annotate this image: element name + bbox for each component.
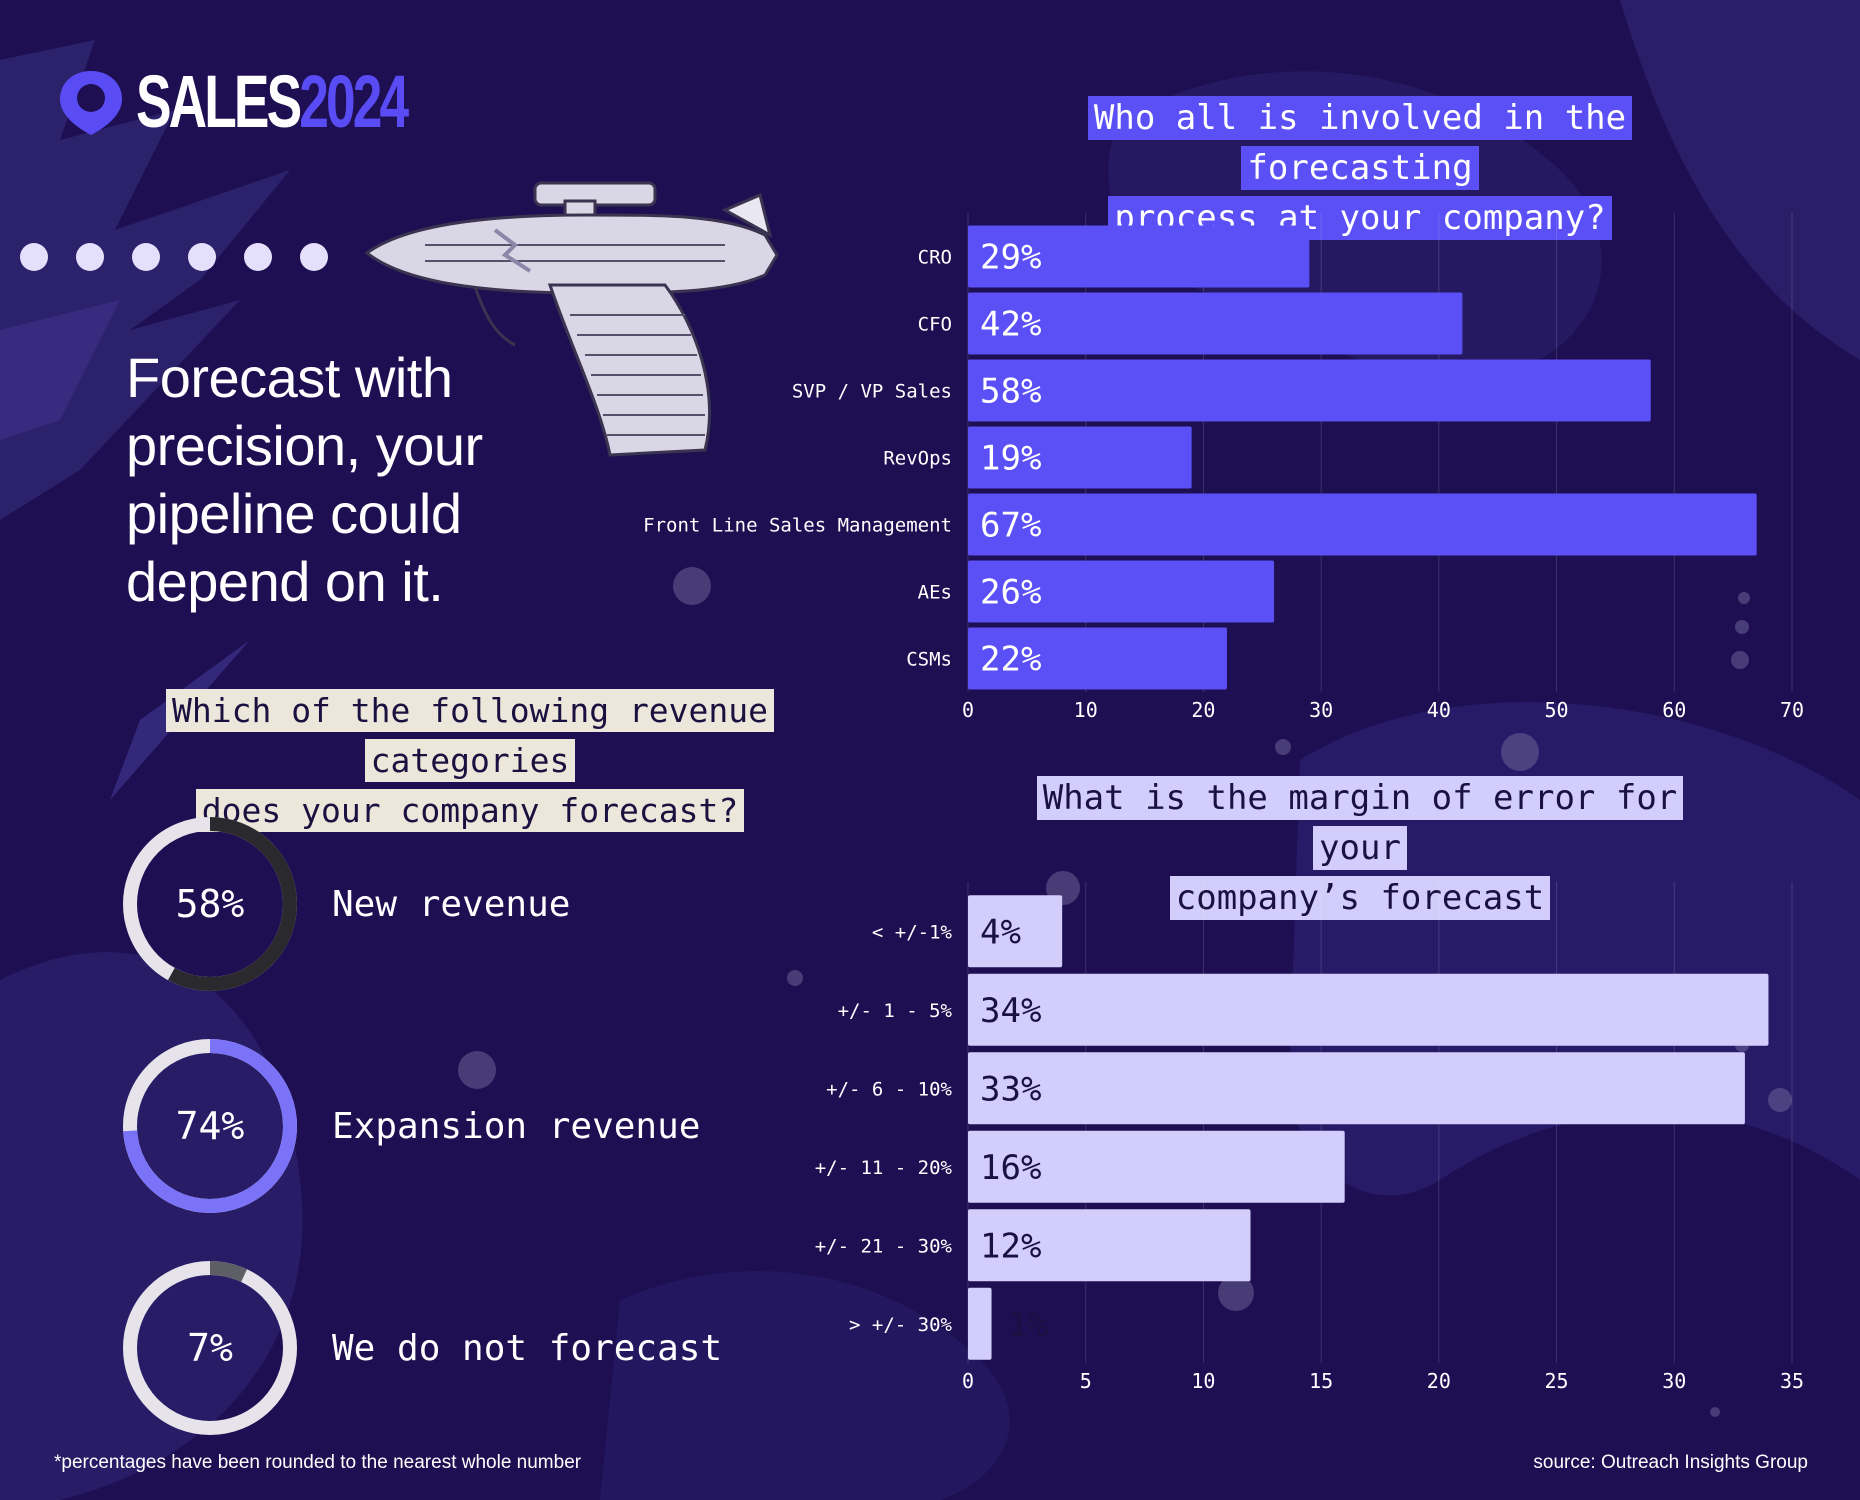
involved-category-label: CFO bbox=[918, 314, 952, 336]
donut-segment bbox=[123, 1261, 297, 1435]
involved-bar-revops bbox=[968, 426, 1192, 489]
donut-segment bbox=[123, 817, 297, 991]
involved-value-label: 42% bbox=[980, 305, 1041, 345]
involved-category-label: Front Line Sales Management bbox=[643, 515, 952, 537]
margin-value-label: 34% bbox=[980, 991, 1041, 1031]
involved-x-tick-label: 30 bbox=[1309, 698, 1333, 722]
involved-value-label: 67% bbox=[980, 506, 1041, 546]
dot-3 bbox=[132, 243, 160, 271]
location-pin-icon bbox=[60, 71, 122, 135]
margin-bar-21-30 bbox=[968, 1209, 1251, 1282]
involved-x-tick-label: 20 bbox=[1191, 698, 1215, 722]
involved-value-label: 58% bbox=[980, 372, 1041, 412]
donut-value-label: 7% bbox=[187, 1326, 233, 1370]
donut-row-no-forecast: 7% We do not forecast bbox=[118, 1256, 722, 1440]
dot-2 bbox=[76, 243, 104, 271]
involved-question: Who all is involved in the forecasting p… bbox=[990, 93, 1730, 243]
margin-category-label: +/- 1 - 5% bbox=[838, 1000, 953, 1022]
margin-bar-30 bbox=[968, 1287, 992, 1360]
margin-value-label: 12% bbox=[980, 1226, 1041, 1266]
revenue-question-line-2: does your company forecast? bbox=[195, 789, 745, 832]
ray-gun-illustration bbox=[365, 181, 779, 457]
margin-x-tick-label: 30 bbox=[1662, 1369, 1686, 1393]
margin-question: What is the margin of error for your com… bbox=[1000, 773, 1720, 923]
involved-value-label: 22% bbox=[980, 640, 1041, 680]
brand-wordmark: SALES2024 bbox=[136, 60, 409, 143]
brand-year: 2024 bbox=[299, 60, 409, 143]
dot-4 bbox=[188, 243, 216, 271]
involved-value-label: 26% bbox=[980, 573, 1041, 613]
margin-value-label: 16% bbox=[980, 1148, 1041, 1188]
donut-label-new-revenue: New revenue bbox=[332, 883, 571, 925]
involved-x-tick-label: 60 bbox=[1662, 698, 1686, 722]
donut-value-label: 74% bbox=[176, 1104, 245, 1148]
donut-label-no-forecast: We do not forecast bbox=[332, 1327, 723, 1369]
margin-question-line-2: company’s forecast bbox=[1169, 876, 1551, 920]
involved-x-tick-label: 0 bbox=[962, 698, 974, 722]
involved-category-label: AEs bbox=[918, 582, 952, 604]
involved-bar-svp-vp-sales bbox=[968, 359, 1651, 422]
margin-x-tick-label: 15 bbox=[1309, 1369, 1333, 1393]
margin-category-label: +/- 11 - 20% bbox=[815, 1157, 953, 1179]
margin-category-label: > +/- 30% bbox=[849, 1314, 953, 1336]
margin-category-label: < +/-1% bbox=[872, 921, 953, 943]
margin-x-tick-label: 20 bbox=[1427, 1369, 1451, 1393]
donut-label-expansion-revenue: Expansion revenue bbox=[332, 1105, 701, 1147]
involved-category-label: RevOps bbox=[883, 448, 952, 470]
headline: Forecast with precision, your pipeline c… bbox=[126, 346, 483, 613]
donut-no-forecast: 7% bbox=[123, 1261, 297, 1435]
donut-expansion-revenue: 74% bbox=[123, 1039, 297, 1213]
donut-new-revenue: 58% bbox=[123, 817, 297, 991]
margin-value-label: 1% bbox=[1008, 1305, 1049, 1345]
margin-category-label: +/- 6 - 10% bbox=[826, 1078, 952, 1100]
margin-bar-1 bbox=[968, 895, 1063, 968]
footnote: *percentages have been rounded to the ne… bbox=[54, 1452, 582, 1473]
brand-name: SALES bbox=[136, 60, 302, 143]
donut-row-new-revenue: 58% New revenue bbox=[118, 812, 570, 996]
margin-x-tick-label: 0 bbox=[962, 1369, 974, 1393]
involved-category-label: CRO bbox=[918, 247, 952, 269]
carousel-dots bbox=[20, 243, 328, 271]
dot-5 bbox=[244, 243, 272, 271]
margin-x-tick-label: 25 bbox=[1545, 1369, 1569, 1393]
involved-value-label: 19% bbox=[980, 439, 1041, 479]
margin-bar-1-5 bbox=[968, 973, 1769, 1046]
involved-x-tick-label: 10 bbox=[1074, 698, 1098, 722]
donut-value-label: 58% bbox=[176, 882, 245, 926]
involved-bar-cro bbox=[968, 225, 1310, 288]
involved-bar-csms bbox=[968, 627, 1227, 690]
involved-bar-aes bbox=[968, 560, 1275, 623]
involved-bar-cfo bbox=[968, 292, 1463, 355]
margin-bar-11-20 bbox=[968, 1130, 1345, 1203]
source-credit: source: Outreach Insights Group bbox=[1533, 1452, 1808, 1473]
involved-x-tick-label: 50 bbox=[1545, 698, 1569, 722]
involved-category-label: SVP / VP Sales bbox=[792, 381, 952, 403]
margin-x-tick-label: 35 bbox=[1780, 1369, 1804, 1393]
dot-6 bbox=[300, 243, 328, 271]
margin-value-label: 33% bbox=[980, 1069, 1041, 1109]
margin-x-tick-label: 10 bbox=[1191, 1369, 1215, 1393]
margin-bar-6-10 bbox=[968, 1052, 1745, 1125]
involved-x-tick-label: 40 bbox=[1427, 698, 1451, 722]
involved-bar-front-line-sales-management bbox=[968, 493, 1757, 556]
margin-value-label: 4% bbox=[980, 912, 1021, 952]
involved-x-tick-label: 70 bbox=[1780, 698, 1804, 722]
involved-value-label: 29% bbox=[980, 238, 1041, 278]
donut-row-expansion-revenue: 74% Expansion revenue bbox=[118, 1034, 700, 1218]
margin-category-label: +/- 21 - 30% bbox=[815, 1235, 953, 1257]
dot-1 bbox=[20, 243, 48, 271]
margin-x-tick-label: 5 bbox=[1080, 1369, 1092, 1393]
donut-segment bbox=[123, 1039, 297, 1213]
involved-category-label: CSMs bbox=[906, 649, 952, 671]
brand-logo: SALES2024 bbox=[56, 62, 511, 142]
revenue-question: Which of the following revenue categorie… bbox=[70, 686, 870, 836]
